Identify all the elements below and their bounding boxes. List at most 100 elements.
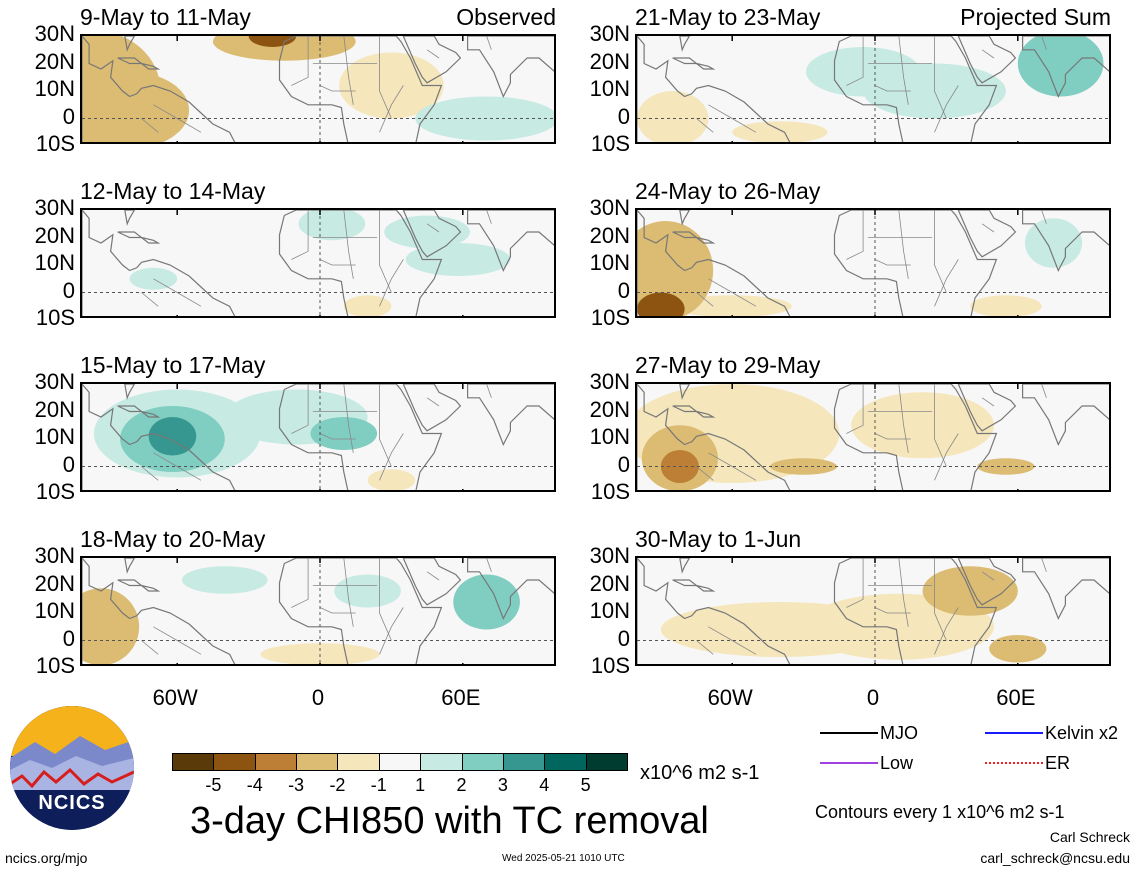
- country-border: [343, 558, 354, 627]
- country-border: [379, 558, 392, 641]
- anomaly-region: [1024, 218, 1083, 268]
- coastline: [82, 384, 236, 490]
- coastline: [672, 405, 699, 413]
- ncics-logo: NCICS: [10, 706, 134, 830]
- latitude-label: 0: [617, 277, 630, 303]
- coastline: [124, 210, 136, 226]
- coastline: [672, 231, 699, 239]
- country-border: [319, 607, 356, 614]
- country-border: [343, 210, 354, 279]
- latitude-label: 10N: [589, 598, 630, 623]
- colorbar-swatch: [544, 753, 587, 771]
- country-border: [141, 466, 159, 481]
- country-border: [291, 36, 309, 86]
- coastline: [82, 36, 236, 142]
- coastline: [82, 558, 236, 664]
- anomaly-region: [453, 574, 520, 630]
- coastline: [679, 36, 691, 52]
- anomaly-region: [343, 295, 392, 316]
- coastline: [467, 36, 554, 98]
- latitude-label: 20N: [589, 396, 630, 422]
- coastline: [637, 36, 791, 142]
- country-border: [426, 49, 440, 59]
- country-border: [343, 36, 354, 105]
- map-panel: [80, 34, 556, 144]
- country-border: [379, 384, 392, 467]
- coastline: [833, 558, 998, 664]
- longitude-label: 0: [311, 685, 325, 710]
- anomaly-region: [851, 392, 994, 459]
- figure-title: 3-day CHI850 with TC removal: [190, 800, 709, 842]
- coastline: [278, 384, 443, 490]
- coastline: [833, 384, 998, 490]
- anomaly-region: [298, 210, 366, 241]
- latitude-label: 30N: [589, 21, 630, 46]
- legend-label: Low: [880, 753, 914, 773]
- colorbar-swatch: [378, 753, 422, 771]
- coastline: [117, 405, 144, 413]
- coastline: [637, 384, 791, 490]
- coastline: [124, 36, 136, 52]
- coastline: [637, 558, 791, 664]
- footer-url[interactable]: ncics.org/mjo: [5, 850, 88, 866]
- anomaly-region: [770, 458, 837, 475]
- coastline: [1022, 558, 1109, 620]
- country-border: [319, 85, 356, 92]
- country-border: [379, 36, 392, 119]
- latitude-label: 30N: [589, 195, 630, 220]
- country-border: [934, 558, 947, 641]
- country-border: [934, 607, 959, 655]
- latitude-label: 20N: [34, 222, 75, 248]
- latitude-label: 30N: [589, 369, 630, 394]
- coastline: [124, 384, 136, 400]
- latitude-label: 0: [62, 277, 75, 303]
- coastline: [124, 558, 136, 574]
- country-border: [696, 118, 714, 133]
- observed-tag: Observed: [456, 4, 556, 30]
- latitude-label: 30N: [34, 21, 75, 46]
- coastline: [1022, 36, 1109, 98]
- anomaly-region: [637, 91, 709, 142]
- coastline: [696, 410, 716, 418]
- coastline: [402, 210, 462, 258]
- anomaly-region: [1017, 36, 1104, 97]
- country-border: [898, 36, 909, 105]
- country-border: [379, 433, 404, 481]
- colorbar-label: -4: [246, 775, 263, 795]
- country-border: [379, 607, 404, 655]
- latitude-label: 0: [617, 451, 630, 477]
- latitude-label: 10N: [34, 76, 75, 101]
- country-border: [934, 384, 947, 467]
- colorbar-label: 2: [456, 775, 467, 795]
- colorbar-swatch: [213, 753, 256, 771]
- colorbar-swatch: [502, 753, 546, 771]
- country-border: [153, 104, 202, 133]
- latitude-label: 10S: [590, 653, 630, 678]
- anomaly-region: [367, 469, 416, 490]
- coastline: [467, 210, 554, 272]
- country-border: [153, 452, 202, 481]
- country-border: [153, 278, 202, 307]
- contours-note: Contours every 1 x10^6 m2 s-1: [815, 802, 1065, 822]
- map-panel: [635, 382, 1111, 492]
- country-border: [898, 558, 909, 627]
- country-border: [426, 223, 440, 233]
- map-panel: [635, 34, 1111, 144]
- latitude-label: 10S: [35, 305, 75, 330]
- colorbar-swatch: [585, 753, 628, 771]
- legend-line-swatch: [820, 732, 878, 734]
- latitude-label: 10N: [34, 598, 75, 623]
- anomaly-region: [637, 292, 685, 316]
- latitude-label: 10S: [590, 479, 630, 504]
- coastline: [957, 36, 1017, 84]
- country-border: [981, 397, 995, 407]
- coastline: [278, 210, 443, 316]
- coastline: [672, 57, 699, 65]
- country-border: [708, 626, 757, 655]
- footer-email[interactable]: carl_schreck@ncsu.edu: [980, 850, 1130, 866]
- coastline: [402, 384, 462, 432]
- coastline: [679, 210, 691, 226]
- country-border: [486, 384, 492, 398]
- latitude-label: 20N: [34, 396, 75, 422]
- country-border: [426, 571, 440, 581]
